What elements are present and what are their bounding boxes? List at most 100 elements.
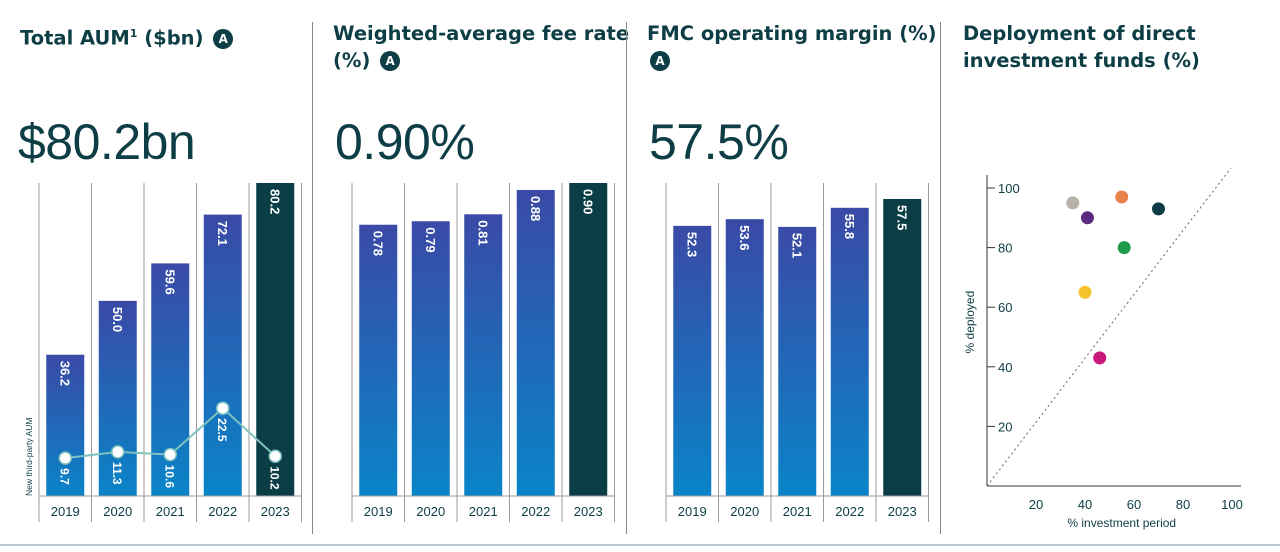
x-tick-label: 2019	[678, 504, 707, 519]
bar-2023	[256, 183, 295, 496]
headline-value: 0.90%	[335, 114, 475, 170]
divider	[626, 22, 627, 534]
title-text: Total AUM	[20, 26, 130, 50]
new-aum-value-label: 11.3	[110, 462, 124, 485]
title-text: Weighted-average fee rate (%)	[333, 22, 630, 72]
x-tick-label: 2023	[888, 504, 917, 519]
bar-2023	[883, 199, 922, 497]
bar-value-label: 36.2	[57, 361, 72, 386]
bar-2023	[569, 183, 608, 496]
new-aum-point	[216, 401, 230, 415]
fee-rate-panel: Weighted-average fee rate (%) A 0.90% 0.…	[313, 0, 629, 540]
bar-value-label: 59.6	[162, 269, 177, 294]
x-tick-label: 2021	[469, 504, 498, 519]
x-tick-label: 2021	[156, 504, 185, 519]
x-axis-label: % investment period	[1067, 516, 1176, 530]
panel-title: Deployment of direct investment funds (%…	[963, 22, 1200, 72]
bar-value-label: 72.1	[215, 221, 230, 246]
bar-value-label: 0.79	[423, 227, 438, 252]
title-footnote: 1	[129, 27, 138, 40]
y-tick-label: 40	[998, 360, 1012, 375]
bar-2019	[359, 224, 398, 496]
bar-value-label: 57.5	[894, 205, 909, 230]
headline-value: 57.5%	[649, 114, 789, 170]
y-tick-label: 60	[998, 300, 1012, 315]
x-tick-label: 60	[1127, 497, 1141, 512]
bar-2021	[778, 226, 817, 496]
fmc-margin-panel: FMC operating margin (%) A 57.5% 52.3 201…	[627, 0, 940, 540]
deployment-scatter-chart: 20 40 60 80 100 20 40 60 80 100 % investment perio…	[963, 167, 1243, 530]
x-tick-label: 2022	[835, 504, 864, 519]
bar-value-label: 53.6	[737, 225, 752, 250]
bar-value-label: 80.2	[267, 189, 282, 214]
bar-2020	[98, 300, 137, 496]
x-tick-label: 2020	[103, 504, 132, 519]
scatter-point	[1093, 351, 1107, 365]
x-tick-label: 80	[1176, 497, 1190, 512]
bar-2021	[464, 214, 503, 497]
new-aum-value-label: 22.5	[215, 418, 229, 442]
divider	[940, 22, 941, 534]
fmc-margin-bar-chart: 52.3 2019 53.6 2020 52.1 2021 55.8 2022 57.5 2023	[665, 183, 929, 522]
panel-title: Total AUM1 ($bn) A	[20, 20, 320, 52]
new-aum-value-label: 9.7	[57, 468, 71, 485]
x-tick-label: 100	[1221, 497, 1243, 512]
badge-a-icon: A	[380, 51, 401, 71]
new-aum-point	[268, 449, 282, 463]
new-aum-value-label: 10.6	[162, 465, 176, 489]
scatter-point	[1080, 211, 1094, 225]
x-tick-label: 2023	[574, 504, 603, 519]
aum-bar-chart: 36.2 2019 50.0 2020 59.6 2021 72.1 2022 80.2 2023…	[24, 183, 302, 522]
total-aum-panel: Total AUM1 ($bn) A $80.2bn 36.2 2019 50.0 2…	[0, 0, 312, 540]
scatter-point	[1117, 241, 1131, 255]
bottom-rule	[0, 544, 1280, 546]
scatter-point	[1066, 196, 1080, 210]
x-tick-label: 2020	[416, 504, 445, 519]
diagonal-reference-line	[986, 167, 1232, 487]
y-tick-label: 100	[998, 181, 1020, 196]
bar-2020	[725, 219, 764, 496]
bar-value-label: 52.1	[789, 233, 804, 258]
title-suffix: ($bn)	[137, 26, 204, 50]
x-tick-label: 2020	[730, 504, 759, 519]
divider	[312, 22, 313, 534]
headline-value: $80.2bn	[18, 114, 196, 170]
bar-value-label: 0.88	[528, 196, 543, 221]
new-aum-point	[163, 447, 177, 462]
scatter-point	[1152, 202, 1165, 216]
bar-value-label: 55.8	[842, 214, 857, 239]
bar-2020	[411, 221, 450, 496]
bar-value-label: 0.81	[475, 220, 490, 245]
fee-rate-bar-chart: 0.78 2019 0.79 2020 0.81 2021 0.88 2022 0.90 2023	[351, 183, 615, 522]
badge-a-icon: A	[650, 51, 670, 71]
x-tick-label: 40	[1078, 497, 1092, 512]
x-tick-label: 2022	[208, 504, 237, 519]
badge-a-icon: A	[213, 28, 234, 49]
line-series-label: New third-party AUM	[24, 418, 34, 496]
bar-value-label: 0.90	[580, 189, 595, 214]
panel-title: FMC operating margin (%) A	[647, 20, 947, 74]
x-tick-label: 2023	[261, 504, 290, 519]
bar-2019	[673, 225, 712, 497]
title-text: FMC operating margin (%)	[647, 22, 937, 45]
deployment-panel: Deployment of direct investment funds (%…	[941, 0, 1280, 540]
bar-2022	[830, 207, 869, 496]
x-tick-label: 2019	[51, 504, 80, 519]
scatter-point	[1115, 190, 1129, 204]
x-tick-label: 2021	[783, 504, 812, 519]
bar-2022	[203, 214, 242, 496]
bar-2022	[516, 189, 555, 496]
new-aum-point	[111, 445, 125, 459]
new-aum-point	[58, 451, 72, 465]
bar-value-label: 52.3	[684, 232, 699, 257]
y-tick-label: 80	[998, 241, 1012, 256]
bar-value-label: 50.0	[110, 307, 125, 332]
panel-title: Weighted-average fee rate (%) A	[333, 20, 633, 74]
x-tick-label: 20	[1029, 497, 1043, 512]
x-tick-label: 2022	[521, 504, 550, 519]
bar-2019	[46, 354, 85, 496]
bar-value-label: 0.78	[370, 231, 385, 256]
x-tick-label: 2019	[364, 504, 393, 519]
y-axis-label: % deployed	[963, 291, 977, 354]
scatter-point	[1078, 285, 1092, 299]
